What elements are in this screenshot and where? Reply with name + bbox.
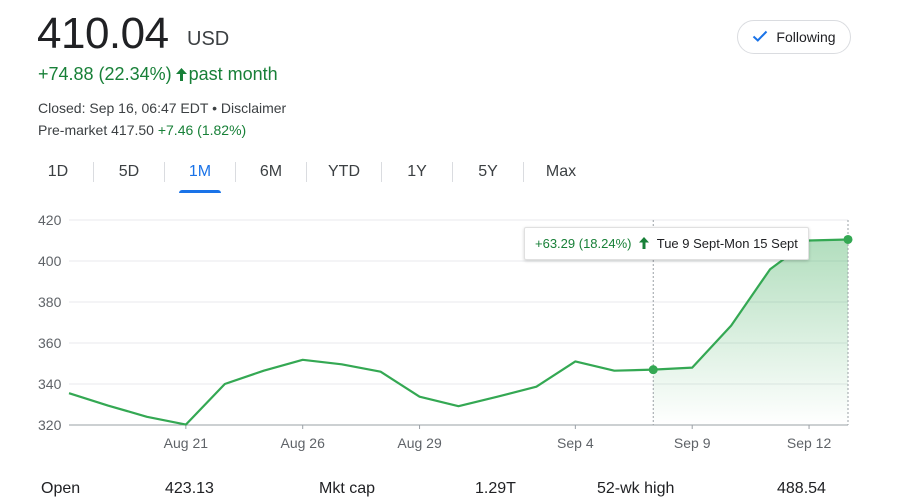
- x-tick-label: Sep 12: [787, 435, 832, 451]
- y-tick-label: 380: [38, 294, 62, 310]
- tab-1d[interactable]: 1D: [47, 163, 69, 180]
- price-change-value: +74.88 (22.34%): [38, 64, 172, 84]
- y-tick-label: 420: [38, 212, 62, 228]
- stat-label-mkt-cap: Mkt cap: [319, 480, 376, 497]
- premarket-label: Pre-market 417.50: [38, 122, 154, 138]
- highlight-area: [653, 239, 848, 425]
- x-tick-label: Aug 21: [164, 435, 209, 451]
- y-tick-label: 320: [38, 417, 62, 433]
- x-tick-label: Sep 4: [557, 435, 594, 451]
- range-tooltip: +63.29 (18.24%) Tue 9 Sept-Mon 15 Sept: [524, 227, 809, 260]
- closed-status: Closed: Sep 16, 06:47 EDT • Disclaimer: [38, 100, 287, 116]
- tab-ytd[interactable]: YTD: [328, 163, 360, 180]
- tab-1m[interactable]: 1M: [179, 154, 221, 193]
- tab-divider: [306, 162, 307, 182]
- arrow-up-icon: [639, 236, 653, 251]
- stat-label-open: Open: [41, 480, 81, 497]
- tab-max[interactable]: Max: [545, 163, 577, 180]
- following-button[interactable]: Following: [737, 20, 851, 54]
- tab-divider: [381, 162, 382, 182]
- x-tick-label: Aug 29: [397, 435, 442, 451]
- check-icon: [752, 29, 768, 45]
- following-label: Following: [776, 29, 836, 45]
- tab-5d[interactable]: 5D: [118, 163, 140, 180]
- tab-1y[interactable]: 1Y: [407, 163, 427, 180]
- tab-divider: [93, 162, 94, 182]
- price-change-period: past month: [188, 64, 278, 84]
- currency-label: USD: [187, 28, 230, 50]
- tab-divider: [523, 162, 524, 182]
- price-change: +74.88 (22.34%) past month: [38, 64, 278, 85]
- range-start-point: [648, 365, 658, 375]
- price-line: [68, 238, 849, 426]
- x-tick-label: Aug 26: [281, 435, 326, 451]
- price-chart[interactable]: 420 400 380 360 340 320 Aug 21 Aug 26 Aug 29 Sep …: [0, 200, 907, 460]
- y-tick-label: 360: [38, 335, 62, 351]
- tab-divider: [164, 162, 165, 182]
- stat-label-52wk-high: 52-wk high: [597, 480, 675, 497]
- tooltip-date-range: Tue 9 Sept-Mon 15 Sept: [656, 236, 798, 251]
- arrow-up-icon: [175, 64, 187, 85]
- range-end-point: [843, 234, 853, 244]
- tab-divider: [235, 162, 236, 182]
- x-tick-label: Sep 9: [674, 435, 711, 451]
- key-stats: Open 423.13 Mkt cap 1.29T 52-wk high 488…: [0, 478, 907, 503]
- y-tick-label: 400: [38, 253, 62, 269]
- tab-divider: [452, 162, 453, 182]
- stat-value-mkt-cap: 1.29T: [475, 480, 516, 497]
- stat-value-52wk-high: 488.54: [777, 480, 826, 497]
- premarket-info: Pre-market 417.50 +7.46 (1.82%): [38, 122, 246, 138]
- tab-5y[interactable]: 5Y: [478, 163, 498, 180]
- premarket-change: +7.46 (1.82%): [157, 122, 247, 138]
- stat-value-open: 423.13: [165, 480, 214, 497]
- tooltip-change: +63.29 (18.24%): [535, 236, 632, 251]
- current-price: 410.04: [37, 9, 169, 58]
- tab-6m[interactable]: 6M: [259, 163, 283, 180]
- y-tick-label: 340: [38, 376, 62, 392]
